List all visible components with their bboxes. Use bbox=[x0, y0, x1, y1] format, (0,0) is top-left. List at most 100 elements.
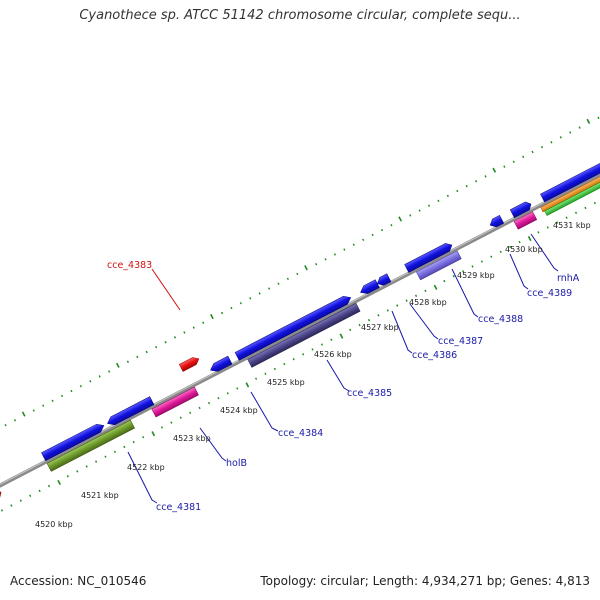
leader-cce-4386 bbox=[391, 310, 413, 354]
minor-tick bbox=[320, 343, 324, 346]
gene-feature-blue[interactable] bbox=[41, 421, 106, 462]
minor-tick bbox=[113, 450, 116, 454]
minor-tick bbox=[584, 206, 587, 210]
minor-tick bbox=[484, 175, 487, 178]
gene-label-cce-4389[interactable]: cce_4389 bbox=[527, 288, 572, 299]
gene-label-cce-4385[interactable]: cce_4385 bbox=[347, 388, 392, 399]
gene-feature-blue[interactable] bbox=[105, 396, 155, 428]
gene-feature-orange[interactable] bbox=[540, 147, 600, 213]
minor-tick bbox=[330, 338, 333, 341]
gene-feature-blue[interactable] bbox=[375, 273, 392, 288]
gene-cce-4389[interactable] bbox=[513, 211, 538, 230]
gene-label-cce-4384[interactable]: cce_4384 bbox=[278, 428, 323, 439]
minor-tick bbox=[95, 460, 98, 463]
minor-tick bbox=[362, 238, 365, 242]
gene-label-cce-4387[interactable]: cce_4387 bbox=[438, 336, 483, 347]
minor-tick bbox=[236, 387, 239, 390]
minor-tick bbox=[29, 494, 32, 497]
minor-tick bbox=[198, 406, 201, 410]
minor-tick bbox=[471, 265, 474, 268]
gene-label-cce-4388[interactable]: cce_4388 bbox=[478, 314, 523, 325]
gene-cce-4383[interactable] bbox=[178, 355, 200, 372]
minor-tick bbox=[254, 377, 258, 380]
minor-tick bbox=[296, 272, 299, 276]
scale-label: 4530 kbp bbox=[505, 245, 543, 254]
minor-tick bbox=[446, 194, 449, 198]
minor-tick bbox=[456, 189, 459, 193]
minor-tick bbox=[540, 145, 544, 149]
minor-tick bbox=[207, 401, 211, 405]
minor-tick bbox=[239, 302, 242, 305]
scale-label: 4528 kbp bbox=[409, 298, 447, 307]
minor-tick bbox=[546, 226, 549, 229]
minor-tick bbox=[19, 499, 22, 502]
gene-label-cce-4381[interactable]: cce_4381 bbox=[156, 502, 201, 513]
minor-tick bbox=[311, 348, 314, 351]
minor-tick bbox=[367, 318, 371, 322]
scale-label: 4523 kbp bbox=[173, 434, 211, 443]
minor-tick bbox=[264, 372, 267, 376]
minor-tick bbox=[499, 250, 502, 254]
minor-tick bbox=[531, 150, 534, 154]
outer-tick-row bbox=[4, 116, 600, 427]
leader-cce-4384 bbox=[250, 391, 279, 432]
minor-tick bbox=[556, 221, 559, 224]
gene-feature-blue[interactable] bbox=[488, 214, 505, 229]
gene-holB[interactable] bbox=[151, 386, 199, 418]
major-tick bbox=[21, 411, 26, 417]
leader-cce-4387 bbox=[409, 303, 439, 340]
scale-label: 4520 kbp bbox=[35, 520, 73, 529]
gene-feature-blue[interactable] bbox=[208, 355, 233, 374]
leader-cce-4385 bbox=[326, 359, 350, 392]
minor-tick bbox=[565, 216, 568, 219]
leader-cce-4389 bbox=[509, 253, 529, 290]
leader-cce-4381 bbox=[127, 451, 158, 504]
minor-tick bbox=[386, 309, 389, 312]
minor-tick bbox=[550, 141, 553, 144]
minor-tick bbox=[462, 270, 465, 273]
minor-tick bbox=[452, 275, 455, 278]
minor-tick bbox=[273, 367, 276, 371]
gene-feature-blue[interactable] bbox=[358, 279, 380, 297]
minor-tick bbox=[503, 165, 506, 168]
reverse-strand bbox=[0, 147, 600, 525]
minor-tick bbox=[142, 436, 145, 439]
gene-cce-4388[interactable] bbox=[415, 250, 462, 281]
gene-cce-4381[interactable] bbox=[46, 419, 135, 472]
scale-label: 4521 kbp bbox=[81, 491, 119, 500]
gene-feature-blue[interactable] bbox=[404, 241, 454, 273]
minor-tick bbox=[202, 321, 205, 324]
minor-tick bbox=[443, 279, 446, 283]
minor-tick bbox=[569, 131, 572, 134]
minor-tick bbox=[226, 392, 229, 395]
gene-rnhA[interactable] bbox=[544, 151, 600, 216]
gene-label-holB[interactable]: holB bbox=[226, 458, 247, 469]
gene-label-cce-4386[interactable]: cce_4386 bbox=[412, 350, 457, 361]
gene-label-rnhA[interactable]: rnhA bbox=[557, 273, 580, 284]
minor-tick bbox=[324, 258, 327, 261]
minor-tick bbox=[136, 355, 139, 359]
minor-tick bbox=[192, 326, 195, 329]
minor-tick bbox=[249, 297, 252, 300]
gene-cce-4384[interactable] bbox=[247, 302, 361, 368]
minor-tick bbox=[465, 184, 468, 188]
minor-tick bbox=[559, 136, 562, 139]
minor-tick bbox=[380, 228, 384, 232]
chromosome-backbone bbox=[0, 144, 600, 516]
gene-label-cce-4383[interactable]: cce_4383 bbox=[107, 260, 152, 271]
gene-feature-blue[interactable] bbox=[540, 136, 600, 203]
gene-feature-blue[interactable] bbox=[234, 294, 353, 361]
minor-tick bbox=[437, 199, 440, 202]
major-tick bbox=[398, 216, 402, 222]
leader-holB bbox=[199, 427, 227, 462]
gene-labels: cce_4383 cce_4381 holB cce_4384 cce_4385… bbox=[107, 260, 580, 513]
minor-tick bbox=[286, 277, 289, 281]
minor-tick bbox=[0, 509, 4, 512]
gene-feature-blue[interactable] bbox=[509, 200, 533, 219]
minor-tick bbox=[38, 489, 41, 493]
minor-tick bbox=[79, 384, 82, 388]
minor-tick bbox=[512, 160, 515, 163]
gene-feature-red[interactable] bbox=[0, 488, 3, 525]
minor-tick bbox=[60, 394, 64, 398]
